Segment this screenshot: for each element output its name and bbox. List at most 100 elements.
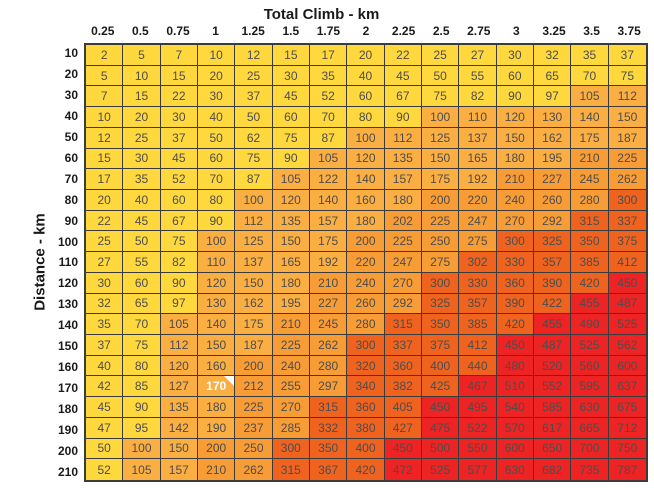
heatmap-cell[interactable]: 270 [272, 397, 310, 418]
heatmap-cell[interactable]: 245 [309, 314, 348, 335]
heatmap-cell[interactable]: 270 [496, 210, 534, 232]
heatmap-cell[interactable]: 210 [571, 148, 609, 170]
heatmap-cell[interactable]: 255 [272, 376, 310, 398]
heatmap-cell[interactable]: 240 [347, 272, 385, 294]
heatmap-cell[interactable]: 285 [272, 417, 310, 439]
heatmap-cell[interactable]: 422 [533, 293, 572, 315]
heatmap-cell[interactable]: 467 [459, 376, 497, 398]
heatmap-cell[interactable]: 450 [608, 272, 646, 294]
heatmap-cell[interactable]: 675 [608, 397, 646, 418]
heatmap-cell[interactable]: 455 [533, 314, 572, 335]
heatmap-cell[interactable]: 142 [160, 417, 198, 439]
heatmap-cell[interactable]: 85 [123, 376, 161, 398]
heatmap-cell[interactable]: 175 [235, 314, 273, 335]
heatmap-cell[interactable]: 27 [459, 45, 497, 66]
heatmap-cell[interactable]: 112 [235, 210, 273, 232]
heatmap-cell[interactable]: 337 [608, 210, 646, 232]
heatmap-cell[interactable]: 682 [533, 459, 572, 480]
heatmap-cell[interactable]: 5 [86, 65, 124, 87]
heatmap-cell[interactable]: 302 [459, 252, 497, 273]
heatmap-cell[interactable]: 112 [608, 86, 646, 108]
heatmap-cell[interactable]: 110 [197, 252, 236, 273]
heatmap-cell[interactable]: 165 [272, 252, 310, 273]
heatmap-cell[interactable]: 90 [272, 148, 310, 170]
heatmap-cell[interactable]: 455 [571, 293, 609, 315]
heatmap-cell[interactable]: 712 [608, 417, 646, 439]
heatmap-cell[interactable]: 412 [459, 334, 497, 356]
heatmap-cell[interactable]: 595 [571, 376, 609, 398]
heatmap-cell[interactable]: 60 [123, 272, 161, 294]
heatmap-cell[interactable]: 262 [235, 459, 273, 480]
heatmap-cell[interactable]: 52 [160, 169, 198, 190]
heatmap-cell[interactable]: 262 [309, 334, 348, 356]
heatmap-cell[interactable]: 275 [421, 252, 460, 273]
heatmap-cell[interactable]: 80 [347, 107, 385, 128]
heatmap-cell[interactable]: 42 [86, 376, 124, 398]
heatmap-cell[interactable]: 97 [160, 293, 198, 315]
heatmap-cell[interactable]: 135 [160, 397, 198, 418]
heatmap-cell[interactable]: 100 [421, 107, 460, 128]
heatmap-cell[interactable]: 105 [160, 314, 198, 335]
heatmap-cell[interactable]: 140 [571, 107, 609, 128]
heatmap-cell[interactable]: 250 [421, 231, 460, 253]
heatmap-cell[interactable]: 150 [496, 127, 534, 149]
heatmap-cell[interactable]: 200 [197, 438, 236, 460]
heatmap-cell[interactable]: 25 [421, 45, 460, 66]
heatmap-cell[interactable]: 340 [347, 376, 385, 398]
heatmap-cell[interactable]: 50 [123, 231, 161, 253]
heatmap-cell[interactable]: 390 [533, 272, 572, 294]
heatmap-cell[interactable]: 12 [235, 45, 273, 66]
heatmap-cell[interactable]: 7 [160, 45, 198, 66]
heatmap-cell[interactable]: 140 [309, 189, 348, 211]
heatmap-cell[interactable]: 15 [86, 148, 124, 170]
heatmap-cell[interactable]: 400 [347, 438, 385, 460]
heatmap-cell[interactable]: 350 [309, 438, 348, 460]
heatmap-cell[interactable]: 357 [459, 293, 497, 315]
heatmap-cell[interactable]: 75 [123, 334, 161, 356]
heatmap-cell[interactable]: 120 [197, 272, 236, 294]
heatmap-cell[interactable]: 75 [272, 127, 310, 149]
heatmap-cell[interactable]: 122 [309, 169, 348, 190]
heatmap-cell[interactable]: 150 [421, 148, 460, 170]
heatmap-cell[interactable]: 337 [384, 334, 422, 356]
heatmap-cell[interactable]: 100 [197, 231, 236, 253]
heatmap-cell[interactable]: 350 [571, 231, 609, 253]
heatmap-cell[interactable]: 315 [309, 397, 348, 418]
heatmap-cell[interactable]: 735 [571, 459, 609, 480]
heatmap-cell[interactable]: 40 [197, 107, 236, 128]
heatmap-cell[interactable]: 562 [608, 334, 646, 356]
heatmap-cell[interactable]: 525 [608, 314, 646, 335]
heatmap-cell[interactable]: 90 [384, 107, 422, 128]
heatmap-cell[interactable]: 30 [160, 107, 198, 128]
heatmap-cell[interactable]: 12 [86, 127, 124, 149]
heatmap-cell[interactable]: 187 [235, 334, 273, 356]
heatmap-cell[interactable]: 15 [272, 45, 310, 66]
heatmap-cell[interactable]: 97 [533, 86, 572, 108]
heatmap-cell[interactable]: 225 [608, 148, 646, 170]
heatmap-cell[interactable]: 17 [309, 45, 348, 66]
heatmap-cell[interactable]: 332 [309, 417, 348, 439]
heatmap-cell[interactable]: 30 [496, 45, 534, 66]
heatmap-cell[interactable]: 150 [235, 272, 273, 294]
heatmap-cell[interactable]: 2 [86, 45, 124, 66]
heatmap-cell[interactable]: 357 [533, 252, 572, 273]
heatmap-cell[interactable]: 292 [533, 210, 572, 232]
heatmap-cell[interactable]: 180 [197, 397, 236, 418]
heatmap-cell[interactable]: 110 [459, 107, 497, 128]
heatmap-cell[interactable]: 40 [347, 65, 385, 87]
heatmap-cell[interactable]: 560 [571, 355, 609, 377]
heatmap-cell[interactable]: 160 [347, 189, 385, 211]
heatmap-cell[interactable]: 50 [421, 65, 460, 87]
heatmap-cell[interactable]: 330 [459, 272, 497, 294]
heatmap-cell[interactable]: 472 [384, 459, 422, 480]
heatmap-cell[interactable]: 280 [309, 355, 348, 377]
heatmap-cell[interactable]: 540 [496, 397, 534, 418]
heatmap-cell[interactable]: 75 [608, 65, 646, 87]
heatmap-cell[interactable]: 37 [160, 127, 198, 149]
heatmap-cell[interactable]: 195 [533, 148, 572, 170]
heatmap-cell[interactable]: 160 [197, 355, 236, 377]
heatmap-cell[interactable]: 375 [608, 231, 646, 253]
heatmap-cell[interactable]: 140 [347, 169, 385, 190]
heatmap-cell[interactable]: 480 [496, 355, 534, 377]
heatmap-cell[interactable]: 55 [459, 65, 497, 87]
